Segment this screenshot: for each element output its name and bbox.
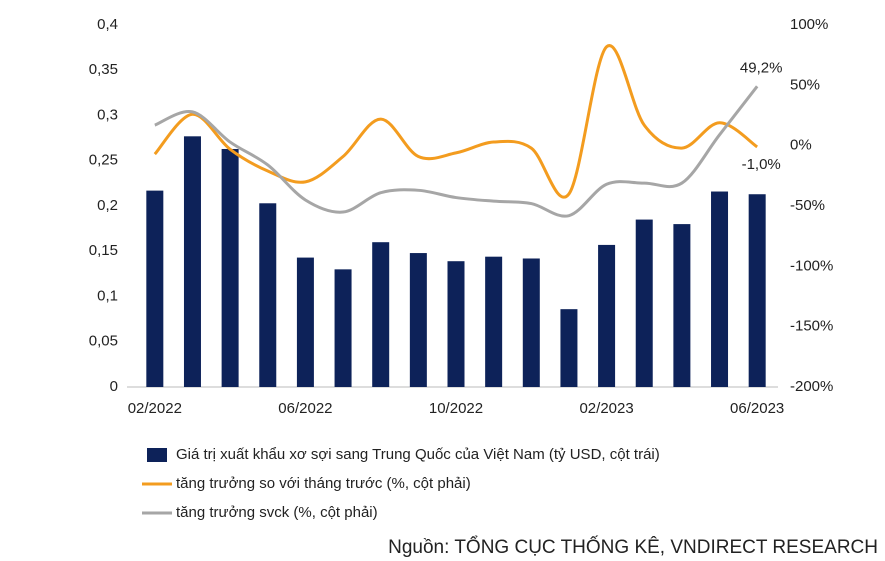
bar	[146, 190, 164, 387]
y2-tick-label: 100%	[790, 16, 828, 33]
line	[154, 85, 759, 218]
bar	[447, 261, 465, 387]
y2-tick-label: -200%	[790, 378, 833, 395]
bar	[221, 148, 239, 387]
x-tick-label: 02/2022	[128, 400, 182, 417]
y-tick-label: 0,2	[97, 197, 118, 214]
data-label: -1,0%	[742, 156, 781, 173]
bar	[485, 256, 503, 387]
bar	[296, 257, 314, 387]
x-tick-label: 06/2023	[730, 400, 784, 417]
y-tick-label: 0	[110, 378, 118, 395]
source: Nguồn: TỔNG CỤC THỐNG KÊ, VNDIRECT RESEA…	[388, 536, 878, 558]
y-tick-label: 0,15	[89, 242, 118, 259]
y2-tick-label: -150%	[790, 318, 833, 335]
bar	[372, 242, 390, 387]
y2-tick-label: -100%	[790, 257, 833, 274]
y2-tick-label: 0%	[790, 137, 812, 154]
bar	[598, 244, 616, 387]
y-tick-label: 0,3	[97, 106, 118, 123]
bar	[183, 136, 201, 387]
bar	[748, 194, 766, 387]
bar	[259, 203, 277, 387]
bar	[522, 258, 540, 387]
bar	[673, 224, 691, 387]
bar	[560, 309, 578, 387]
legend-label: tăng trưởng svck (%, cột phải)	[176, 504, 378, 521]
bar	[635, 219, 653, 387]
y-tick-label: 0,4	[97, 16, 118, 33]
legend-swatch	[147, 448, 167, 462]
y2-tick-label: 50%	[790, 76, 820, 93]
x-tick-label: 02/2023	[579, 400, 633, 417]
x-tick-label: 10/2022	[429, 400, 483, 417]
y2-tick-label: -50%	[790, 197, 825, 214]
y-tick-label: 0,35	[89, 61, 118, 78]
y-tick-label: 0,1	[97, 287, 118, 304]
y-tick-label: 0,05	[89, 333, 118, 350]
bar	[334, 269, 352, 387]
legend-label: tăng trưởng so với tháng trước (%, cột p…	[176, 475, 471, 492]
x-tick-label: 06/2022	[278, 400, 332, 417]
bar	[409, 253, 427, 387]
bar	[711, 191, 729, 387]
y-tick-label: 0,25	[89, 152, 118, 169]
line	[153, 44, 759, 199]
legend-label: Giá trị xuất khẩu xơ sợi sang Trung Quốc…	[176, 446, 660, 463]
data-label: 49,2%	[740, 59, 783, 76]
